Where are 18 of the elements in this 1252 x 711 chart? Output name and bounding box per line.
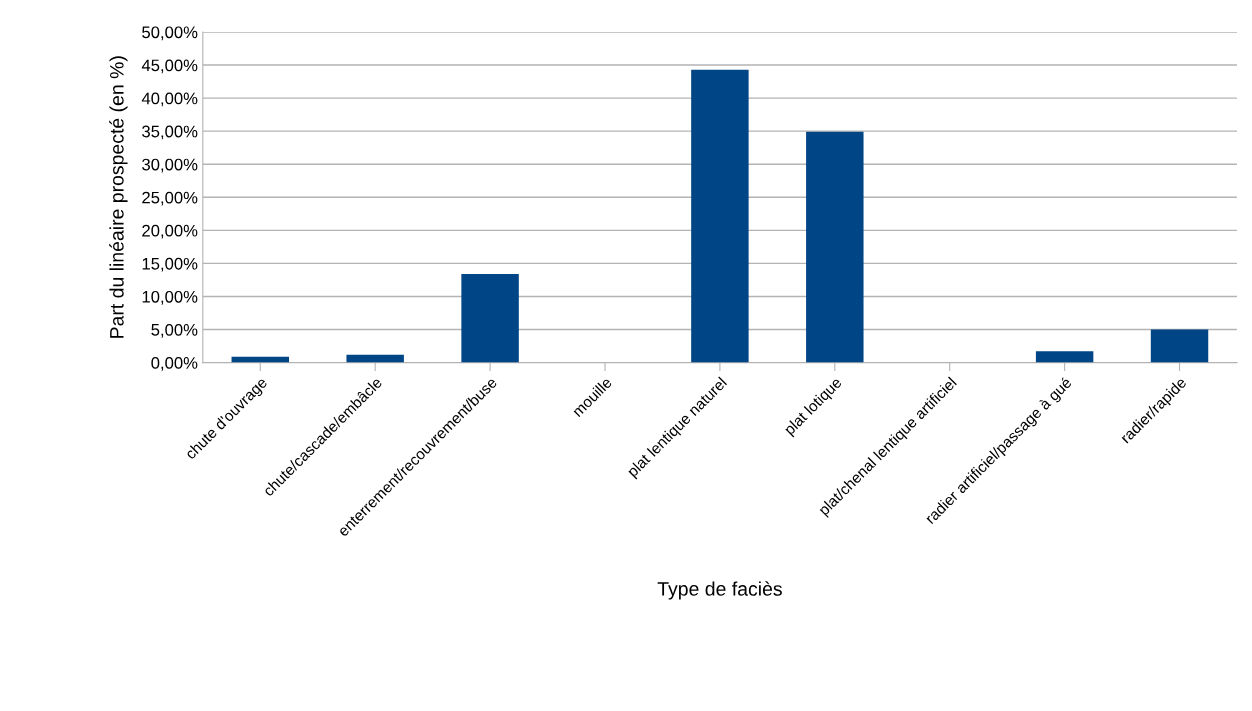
y-tick-label: 10,00%	[142, 290, 198, 305]
bar	[1035, 351, 1094, 363]
y-tick-label: 15,00%	[142, 257, 198, 272]
y-tick-label: 50,00%	[142, 26, 198, 41]
y-tick-label: 35,00%	[142, 125, 198, 140]
bar	[1150, 329, 1209, 363]
y-tick-label: 30,00%	[142, 158, 198, 173]
y-tick-label: 20,00%	[142, 224, 198, 239]
y-tick-label: 5,00%	[151, 323, 198, 338]
bar	[461, 274, 519, 363]
y-tick-label: 45,00%	[141, 59, 198, 74]
y-tick-label: 40,00%	[141, 92, 198, 107]
bar	[806, 131, 864, 363]
y-tick-label: 0,00%	[151, 357, 198, 371]
y-tick-label: 25,00%	[142, 191, 198, 206]
x-axis-title: Type de faciès	[657, 581, 782, 600]
bar	[691, 69, 749, 363]
y-axis-title: Part du linéaire prospecté (en %)	[109, 56, 128, 338]
